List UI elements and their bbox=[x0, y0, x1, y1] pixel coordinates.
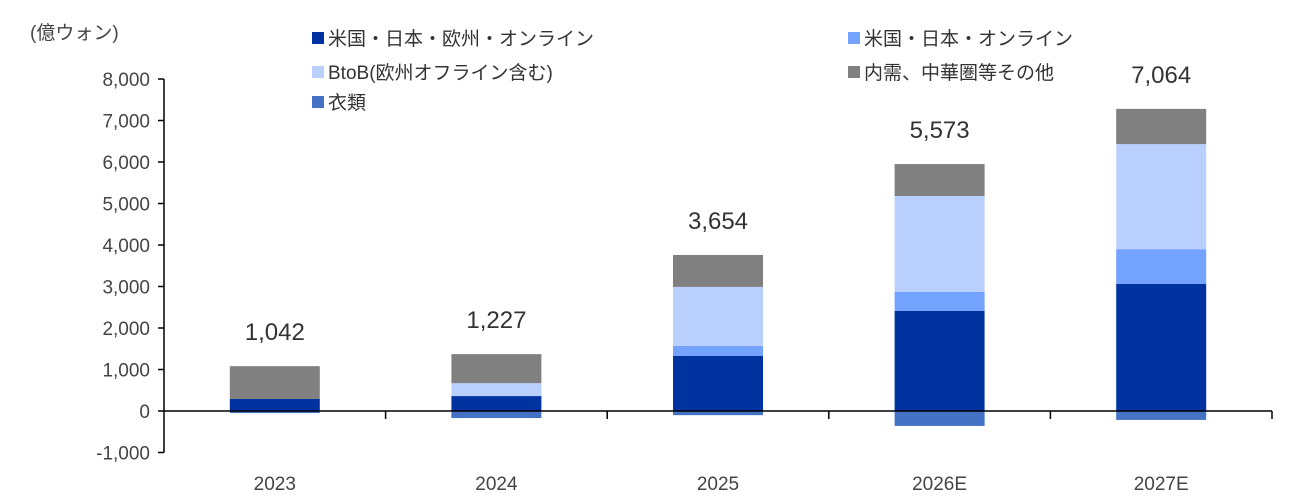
bar-segment bbox=[894, 291, 985, 311]
legend-swatch bbox=[312, 31, 324, 44]
y-tick-label: 1,000 bbox=[102, 361, 150, 382]
bar-segment bbox=[229, 411, 320, 414]
legend-label: 米国・日本・欧州・オンライン bbox=[328, 29, 595, 50]
legend-item-us-jp-online: 米国・日本・オンライン bbox=[848, 24, 1073, 51]
bar-segment bbox=[451, 354, 542, 384]
legend-label: 米国・日本・オンライン bbox=[864, 29, 1074, 50]
legend-item-apparel: 衣類 bbox=[312, 88, 366, 115]
y-tick-label: 0 bbox=[139, 402, 150, 423]
legend-label: 内需、中華圏等その他 bbox=[864, 63, 1055, 84]
legend-swatch bbox=[312, 65, 324, 78]
bar-segment bbox=[451, 411, 542, 419]
bar-segment bbox=[894, 164, 985, 197]
bar-segment bbox=[451, 383, 542, 397]
y-tick-label: 3,000 bbox=[102, 278, 150, 299]
y-tick-label: 4,000 bbox=[102, 236, 150, 257]
bar-segment bbox=[1116, 144, 1207, 250]
x-category-label: 2024 bbox=[475, 474, 518, 495]
legend-swatch bbox=[312, 95, 324, 108]
y-tick-label: 5,000 bbox=[102, 195, 150, 216]
legend-item-domestic-china-other: 内需、中華圏等その他 bbox=[848, 58, 1054, 85]
bar-segment bbox=[894, 310, 985, 411]
bar-segment bbox=[673, 411, 763, 416]
bar-segment bbox=[673, 254, 763, 287]
bar-segment bbox=[451, 396, 542, 411]
y-tick-label: -1,000 bbox=[96, 444, 150, 465]
total-label: 1,227 bbox=[466, 307, 526, 334]
bar-segment bbox=[229, 366, 320, 399]
total-label: 1,042 bbox=[245, 319, 305, 346]
x-category-label: 2025 bbox=[697, 474, 739, 495]
bar-segment bbox=[894, 196, 985, 292]
bar-segment bbox=[673, 355, 763, 411]
y-tick-label: 7,000 bbox=[102, 112, 150, 133]
y-tick-label: 2,000 bbox=[102, 319, 150, 340]
legend-label: 衣類 bbox=[328, 93, 367, 114]
bar-segment bbox=[1116, 284, 1207, 411]
x-category-label: 2026E bbox=[912, 474, 967, 495]
total-label: 5,573 bbox=[910, 117, 970, 144]
x-category-label: 2023 bbox=[254, 474, 296, 495]
legend-item-us-jp-eu-online: 米国・日本・欧州・オンライン bbox=[312, 24, 594, 51]
y-axis-unit-label: (億ウォン) bbox=[30, 23, 119, 44]
total-label: 3,654 bbox=[688, 208, 748, 235]
y-tick-label: 6,000 bbox=[102, 153, 150, 174]
legend-label: BtoB(欧州オフライン含む) bbox=[328, 63, 553, 84]
bar-segment bbox=[1116, 108, 1207, 145]
bar-segment bbox=[673, 345, 763, 356]
bar-segment bbox=[1116, 249, 1207, 285]
bar-segment bbox=[673, 286, 763, 346]
x-category-label: 2027E bbox=[1134, 474, 1189, 495]
bar-segment bbox=[1116, 411, 1207, 420]
y-tick-label: 8,000 bbox=[102, 70, 150, 91]
legend-item-btob: BtoB(欧州オフライン含む) bbox=[312, 58, 553, 85]
legend-swatch bbox=[848, 65, 860, 78]
bar-segment bbox=[229, 398, 320, 411]
total-label: 7,064 bbox=[1131, 62, 1191, 89]
bar-segment bbox=[894, 411, 985, 426]
legend-swatch bbox=[848, 31, 860, 44]
